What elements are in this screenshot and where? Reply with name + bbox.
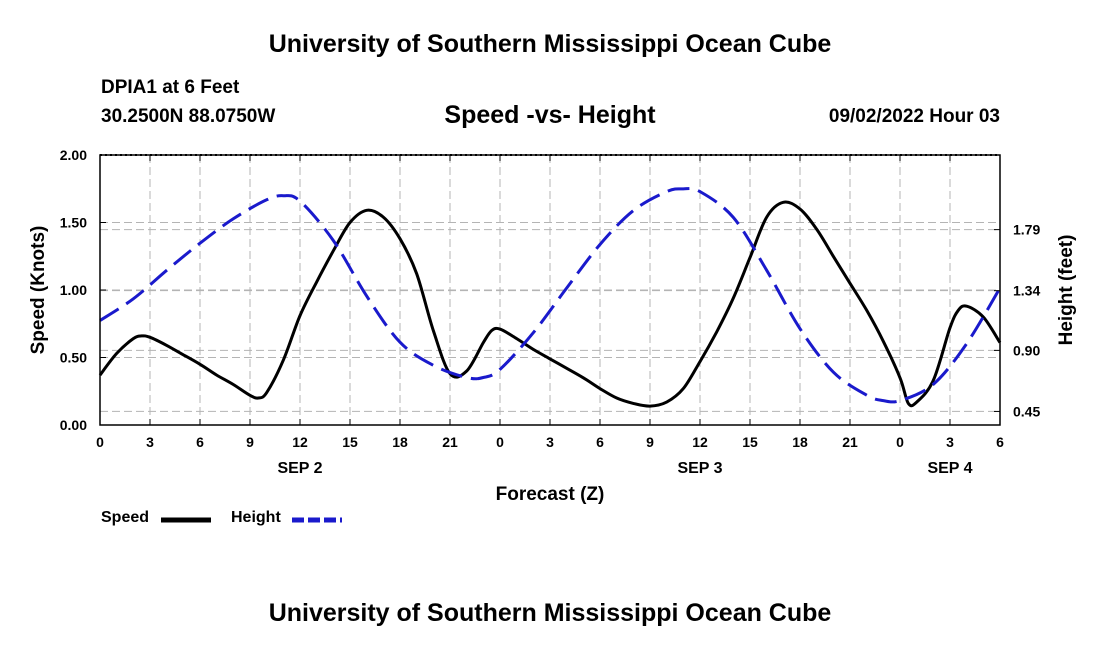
axis-ticks: 0 3 6 9 12 15 18 21 0 3 6 9 12 15 18 21 0 3 6 SEP 2 SEP 3 SEP… <box>60 147 1041 477</box>
x-tick-label: 0 <box>496 434 504 450</box>
station-coordinates: 30.2500N 88.0750W <box>101 106 276 127</box>
station-name: DPIA1 at 6 Feet <box>101 77 240 98</box>
x-tick-label: 18 <box>392 434 408 450</box>
day-label: SEP 3 <box>677 460 722 477</box>
y-tick-label: 0.50 <box>60 350 87 366</box>
x-tick-label: 9 <box>246 434 254 450</box>
y-tick-label: 1.00 <box>60 282 87 298</box>
x-tick-label: 0 <box>96 434 104 450</box>
legend-height-label: Height <box>231 509 281 526</box>
x-tick-label: 21 <box>842 434 858 450</box>
day-label: SEP 2 <box>277 460 322 477</box>
y2-tick-label: 0.45 <box>1013 403 1040 419</box>
x-tick-label: 18 <box>792 434 808 450</box>
x-tick-label: 15 <box>342 434 358 450</box>
x-axis-label: Forecast (Z) <box>496 484 605 505</box>
x-tick-label: 3 <box>146 434 154 450</box>
series-line-speed <box>98 200 1002 408</box>
y-tick-label: 0.00 <box>60 417 87 433</box>
y2-tick-label: 1.79 <box>1013 222 1040 238</box>
x-tick-label: 3 <box>546 434 554 450</box>
x-tick-label: 3 <box>946 434 954 450</box>
y-tick-label: 1.50 <box>60 215 87 231</box>
x-tick-label: 6 <box>596 434 604 450</box>
page-title: University of Southern Mississippi Ocean… <box>268 30 832 58</box>
chart-subtitle: Speed -vs- Height <box>444 101 656 129</box>
legend-speed-label: Speed <box>101 509 150 526</box>
x-tick-label: 6 <box>996 434 1004 450</box>
x-tick-label: 21 <box>442 434 458 450</box>
y-tick-label: 2.00 <box>60 147 87 163</box>
x-tick-label: 15 <box>742 434 758 450</box>
footer-title: University of Southern Mississippi Ocean… <box>268 599 832 627</box>
series-layer <box>98 186 1002 408</box>
grid <box>100 155 1000 425</box>
x-tick-label: 12 <box>692 434 708 450</box>
y2-tick-label: 1.34 <box>1013 283 1040 299</box>
day-label: SEP 4 <box>927 460 972 477</box>
x-tick-label: 0 <box>896 434 904 450</box>
forecast-datetime: 09/02/2022 Hour 03 <box>828 106 1000 127</box>
y2-tick-label: 0.90 <box>1013 342 1040 358</box>
y-axis-label: Speed (Knots) <box>28 226 49 355</box>
x-tick-label: 6 <box>196 434 204 450</box>
x-tick-label: 9 <box>646 434 654 450</box>
series-line-height <box>99 186 1002 404</box>
y2-axis-label: Height (feet) <box>1056 235 1077 346</box>
x-tick-label: 12 <box>292 434 308 450</box>
